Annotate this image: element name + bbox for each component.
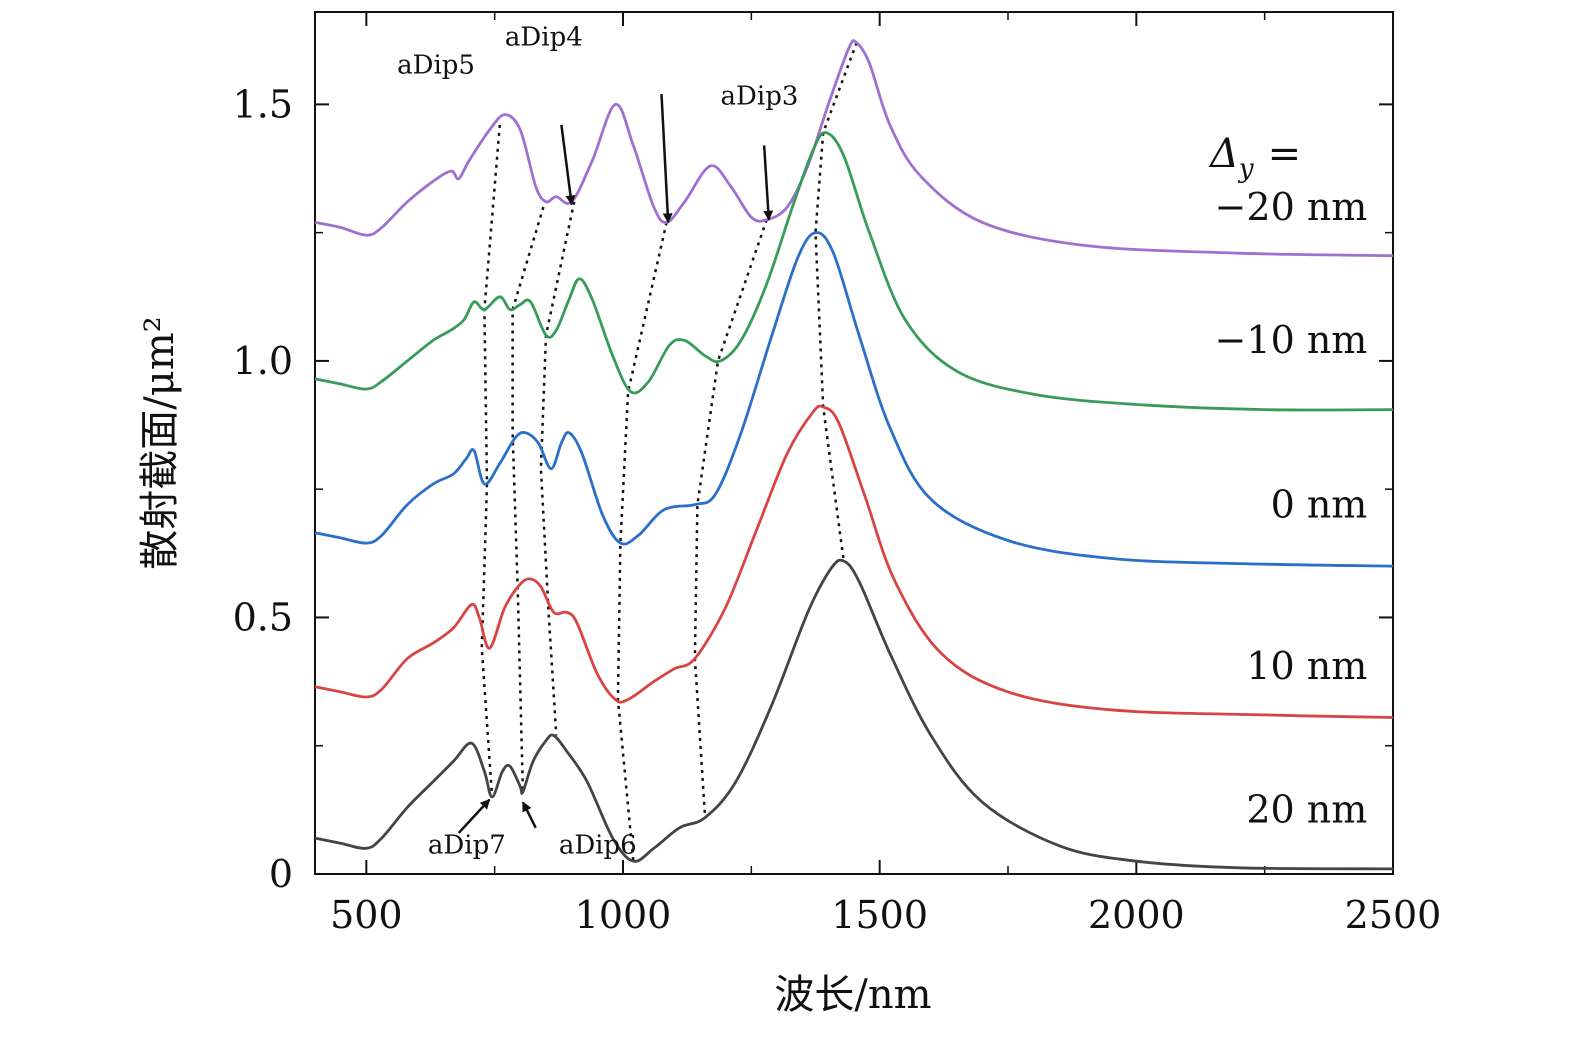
series-label-4: 10 nm <box>1246 644 1367 688</box>
x-tick-label: 2500 <box>1345 893 1442 937</box>
series-label-1: −20 nm <box>1215 185 1368 229</box>
y-axis-title: 散射截面/μm² <box>137 316 183 569</box>
annotation-arrow-1 <box>560 124 576 206</box>
series-label-3: 0 nm <box>1271 482 1368 526</box>
x-tick-label: 500 <box>330 893 403 937</box>
plot-border <box>314 11 1394 875</box>
legend-title: Δy = <box>1208 131 1301 184</box>
series-lines <box>314 39 1394 871</box>
annotation-arrow-3 <box>762 145 774 221</box>
series-line-1 <box>314 39 1394 258</box>
annotation-label-1: aDip5 <box>397 51 475 81</box>
annotation-arrow-4 <box>457 798 491 834</box>
annotation-label-2: aDip4 <box>505 22 583 52</box>
dip-trace-lines <box>480 42 858 862</box>
x-tick-label: 1000 <box>575 893 672 937</box>
y-tick-label: 1.0 <box>233 339 293 383</box>
annotation-label-4: aDip7 <box>428 830 506 860</box>
dip-trace-3 <box>539 201 576 736</box>
annotation-label-5: aDip6 <box>559 830 637 860</box>
series-line-4 <box>314 404 1394 719</box>
annotation-arrow-2 <box>660 94 673 224</box>
x-tick-label: 1500 <box>831 893 928 937</box>
text-labels: 500 1000 1500 2000 2500 0 0.5 1.0 1.5 −20 nm −10 n… <box>233 22 1442 937</box>
plot-frame <box>314 11 1394 875</box>
dip-trace-1 <box>480 124 502 798</box>
axis-ticks <box>315 12 1394 875</box>
dip-trace-4 <box>616 222 668 862</box>
series-line-5 <box>314 558 1394 871</box>
annotation-label-3: aDip3 <box>721 81 799 111</box>
y-tick-label: 0 <box>269 852 293 896</box>
x-tick-label: 2000 <box>1088 893 1185 937</box>
legend-title-symbol: Δy = <box>1208 131 1301 184</box>
x-axis-title: 波长/nm <box>774 972 931 1018</box>
y-tick-label: 1.5 <box>233 82 293 126</box>
dip-trace-2 <box>511 206 545 792</box>
series-line-2 <box>314 131 1394 412</box>
y-tick-label: 0.5 <box>233 595 293 639</box>
annotation-arrow-5 <box>521 801 537 829</box>
series-label-2: −10 nm <box>1215 318 1368 362</box>
annotation-arrows <box>457 94 774 834</box>
series-line-3 <box>314 231 1394 568</box>
series-label-5: 20 nm <box>1246 788 1367 832</box>
